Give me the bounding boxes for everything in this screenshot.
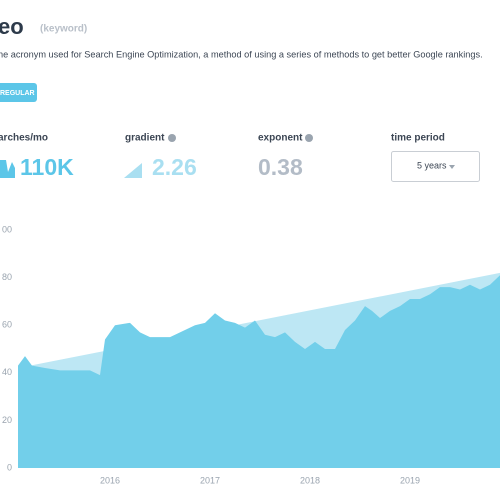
description: he acronym used for Search Engine Optimi… <box>0 49 483 59</box>
dropdown-arrow <box>449 165 455 169</box>
y-tick-label: 60 <box>2 320 12 330</box>
stat-label: exponent <box>258 133 303 144</box>
help-icon[interactable] <box>305 134 313 142</box>
chart: 0 20 40 60 80 00 2016 2017 2018 2019 <box>2 224 500 485</box>
x-tick-label: 2019 <box>400 475 420 485</box>
keyword-tag: (keyword) <box>40 24 87 35</box>
time-period-value[interactable]: 5 years <box>417 160 447 170</box>
stat-value: 0.38 <box>258 154 303 180</box>
y-tick-label: 20 <box>2 415 12 425</box>
stat-label: arches/mo <box>0 133 48 144</box>
y-tick-label: 80 <box>2 272 12 282</box>
category-button[interactable] <box>0 83 37 102</box>
keyword-title: eo <box>0 14 24 39</box>
time-period-dropdown[interactable] <box>391 151 480 182</box>
y-tick-label: 00 <box>2 224 12 234</box>
category-button-label[interactable]: REGULAR <box>0 90 35 97</box>
x-tick-label: 2018 <box>300 475 320 485</box>
stat-value: 110K <box>20 154 74 180</box>
y-tick-label: 40 <box>2 367 12 377</box>
y-tick-label: 0 <box>7 462 12 472</box>
help-icon[interactable] <box>168 134 176 142</box>
stat-icon <box>124 163 142 178</box>
stat-icon <box>0 160 15 178</box>
stat-label: gradient <box>125 133 165 144</box>
stat-value: 2.26 <box>152 154 197 180</box>
x-tick-label: 2016 <box>100 475 120 485</box>
time-period-label: time period <box>391 133 445 144</box>
x-tick-label: 2017 <box>200 475 220 485</box>
area <box>18 275 500 468</box>
